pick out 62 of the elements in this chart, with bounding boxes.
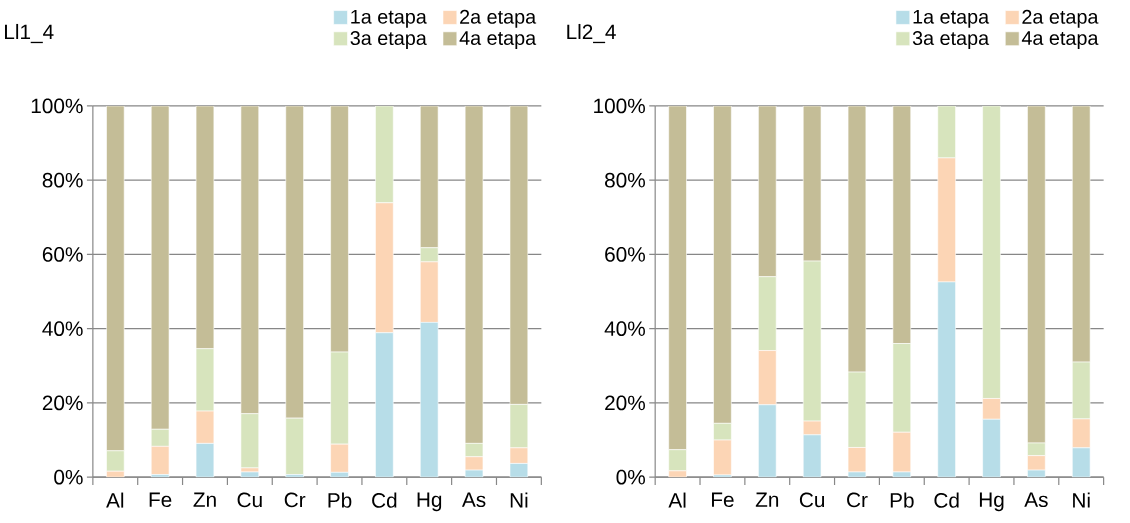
x-tick-label: Zn: [193, 492, 216, 507]
x-tick-label: Hg: [979, 492, 1004, 512]
legend-label: 3a etapa: [912, 31, 990, 50]
y-tick-label: 80%: [605, 172, 645, 188]
bar: [758, 350, 777, 406]
x-tick-label: Cr: [284, 492, 306, 508]
x-tick-label: Ni: [510, 492, 528, 508]
bar: [285, 417, 304, 476]
bar: [982, 398, 1001, 420]
bar: [982, 419, 1001, 478]
bar: [330, 443, 349, 473]
bar: [285, 106, 304, 419]
bar: [375, 332, 394, 478]
y-tick-label: 100%: [31, 98, 83, 114]
x-tick-label: Al: [668, 492, 686, 508]
bar: [668, 449, 687, 472]
y-tick-label: 100%: [594, 98, 645, 114]
y-tick-label: 20%: [42, 395, 83, 411]
bar: [106, 106, 125, 452]
bar: [330, 106, 349, 353]
x-tick-label: Fe: [712, 492, 734, 508]
bar: [802, 420, 822, 436]
y-tick-label: 60%: [42, 247, 83, 262]
bar: [758, 404, 777, 478]
legend-label: 1a etapa: [913, 10, 990, 28]
bar: [330, 351, 349, 445]
x-tick-label: Cu: [237, 492, 262, 508]
legend-label: 1a etapa: [351, 10, 427, 28]
y-tick-label: 20%: [605, 395, 645, 411]
x-tick-label: Cd: [934, 492, 959, 508]
legend-label: 2a etapa: [460, 9, 537, 28]
x-tick-label: Pb: [890, 492, 914, 508]
bar: [758, 276, 777, 352]
x-tick-label: As: [1024, 492, 1048, 508]
bar: [106, 450, 125, 472]
y-tick-label: 40%: [42, 321, 83, 337]
chart-title: Ll2_4: [567, 24, 616, 44]
bar: [937, 106, 956, 159]
y-tick-label: 0%: [616, 469, 645, 485]
x-tick-label: Pb: [328, 492, 352, 508]
chart-title: Ll1_4: [5, 24, 54, 44]
legend-label: 4a etapa: [1021, 31, 1099, 50]
y-tick-label: 40%: [604, 321, 645, 337]
bar: [982, 106, 1001, 399]
x-tick-label: Ni: [1073, 492, 1090, 508]
x-tick-label: Cu: [799, 492, 825, 508]
bar: [937, 281, 956, 478]
x-tick-label: Cd: [372, 492, 397, 508]
bar: [375, 202, 394, 334]
legend-label: 3a etapa: [350, 31, 427, 50]
x-tick-label: Hg: [417, 492, 442, 512]
x-tick-label: Fe: [149, 492, 172, 508]
x-tick-label: Zn: [755, 492, 779, 507]
x-tick-label: Cr: [847, 492, 868, 508]
legend-label: 2a etapa: [1022, 9, 1099, 28]
y-tick-label: 0%: [54, 469, 83, 485]
bar: [375, 106, 394, 204]
x-tick-label: As: [461, 492, 486, 508]
y-tick-label: 60%: [605, 247, 645, 262]
x-tick-label: Al: [106, 492, 124, 508]
y-tick-label: 80%: [42, 172, 83, 188]
legend-label: 4a etapa: [459, 31, 537, 50]
